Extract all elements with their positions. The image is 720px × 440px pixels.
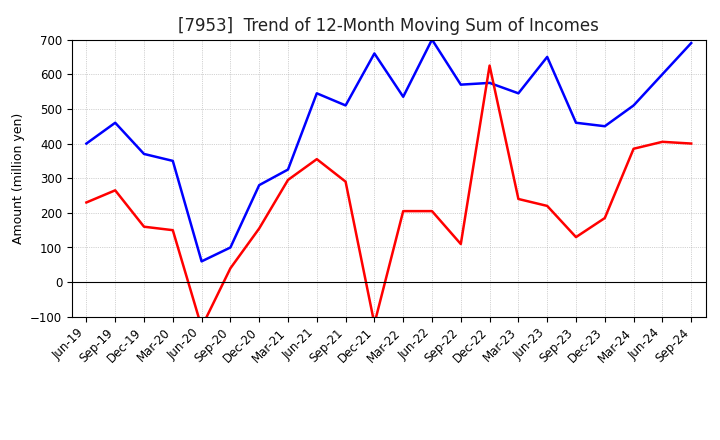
Ordinary Income xyxy=(514,91,523,96)
Ordinary Income xyxy=(370,51,379,56)
Ordinary Income xyxy=(197,259,206,264)
Net Income xyxy=(658,139,667,144)
Ordinary Income xyxy=(284,167,292,172)
Ordinary Income xyxy=(82,141,91,146)
Net Income xyxy=(168,227,177,233)
Net Income xyxy=(370,321,379,326)
Net Income xyxy=(629,146,638,151)
Line: Ordinary Income: Ordinary Income xyxy=(86,40,691,261)
Net Income xyxy=(687,141,696,146)
Ordinary Income xyxy=(341,103,350,108)
Net Income xyxy=(514,196,523,202)
Ordinary Income xyxy=(687,40,696,46)
Net Income xyxy=(111,188,120,193)
Ordinary Income xyxy=(399,94,408,99)
Ordinary Income xyxy=(255,183,264,188)
Ordinary Income xyxy=(572,120,580,125)
Ordinary Income xyxy=(168,158,177,164)
Net Income xyxy=(226,266,235,271)
Net Income xyxy=(284,177,292,183)
Ordinary Income xyxy=(543,54,552,59)
Ordinary Income xyxy=(485,80,494,85)
Net Income xyxy=(197,325,206,330)
Net Income xyxy=(428,209,436,214)
Net Income xyxy=(543,203,552,209)
Net Income xyxy=(341,179,350,184)
Net Income xyxy=(456,242,465,247)
Ordinary Income xyxy=(600,124,609,129)
Y-axis label: Amount (million yen): Amount (million yen) xyxy=(12,113,24,244)
Net Income xyxy=(572,235,580,240)
Net Income xyxy=(600,216,609,221)
Ordinary Income xyxy=(428,37,436,42)
Ordinary Income xyxy=(456,82,465,87)
Net Income xyxy=(485,63,494,68)
Net Income xyxy=(82,200,91,205)
Net Income xyxy=(399,209,408,214)
Ordinary Income xyxy=(312,91,321,96)
Net Income xyxy=(255,226,264,231)
Title: [7953]  Trend of 12-Month Moving Sum of Incomes: [7953] Trend of 12-Month Moving Sum of I… xyxy=(179,17,599,35)
Ordinary Income xyxy=(629,103,638,108)
Line: Net Income: Net Income xyxy=(86,66,691,327)
Ordinary Income xyxy=(658,72,667,77)
Ordinary Income xyxy=(111,120,120,125)
Ordinary Income xyxy=(140,151,148,157)
Net Income xyxy=(140,224,148,229)
Net Income xyxy=(312,157,321,162)
Ordinary Income xyxy=(226,245,235,250)
